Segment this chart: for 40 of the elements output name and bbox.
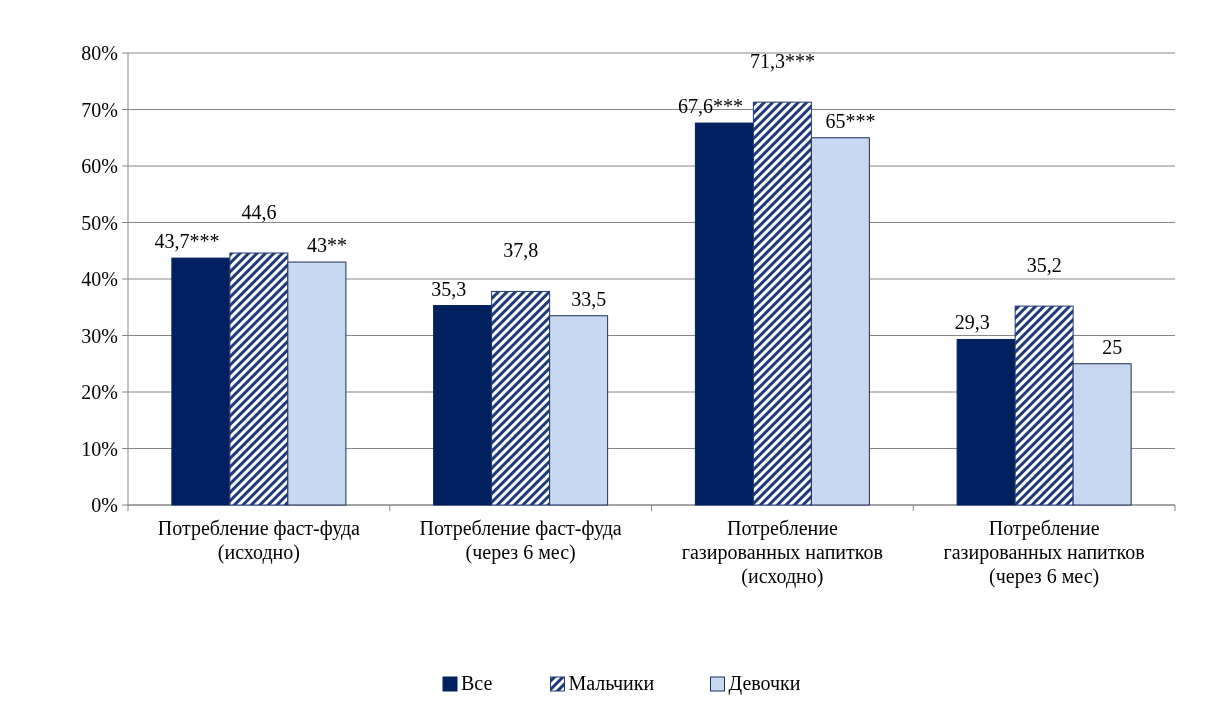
bar [287,261,347,506]
y-tick-label: 0% [91,494,118,516]
data-label: 43,7*** [154,230,220,253]
data-label: 35,2 [1026,254,1062,277]
x-tick-label: Потребление фаст-фуда (исходно) [157,517,361,564]
legend-label: Все [461,672,493,694]
data-label: 44,6 [241,201,277,224]
y-tick-label: 10% [81,437,118,460]
bar [956,338,1016,506]
y-tick-label: 60% [81,155,118,177]
legend-label: Мальчики [568,672,655,694]
x-tick-label: Потребление газированных напитков (исходно) [681,517,883,588]
bar [1072,363,1132,506]
data-label: 37,8 [503,239,539,262]
y-tick-label: 50% [81,211,118,234]
x-tick-label: Потребление фаст-фуда (через 6 мес) [419,517,622,564]
x-tick-label: Потребление газированных напитков (через 6 мес) [943,517,1145,588]
data-label: 71,3*** [749,50,815,73]
bar [694,122,754,506]
y-tick-label: 20% [81,381,118,403]
bar [549,315,609,506]
y-tick-label: 40% [81,268,118,290]
y-tick-label: 80% [81,42,118,64]
bar [810,137,870,506]
data-label: 65*** [825,109,876,132]
bar [433,305,493,506]
y-tick-label: 70% [81,98,118,121]
data-label: 67,6*** [677,95,743,118]
bar [171,257,231,506]
data-label: 29,3 [954,311,990,334]
y-tick-label: 30% [81,324,118,347]
bar [752,101,812,506]
data-label: 43** [306,234,347,257]
data-label: 33,5 [571,287,607,310]
data-label: 25 [1102,335,1123,358]
data-label: 35,3 [431,277,467,300]
bar [491,290,551,506]
legend-label: Девочки [728,672,801,695]
bar [1014,305,1074,506]
bar [229,252,289,506]
